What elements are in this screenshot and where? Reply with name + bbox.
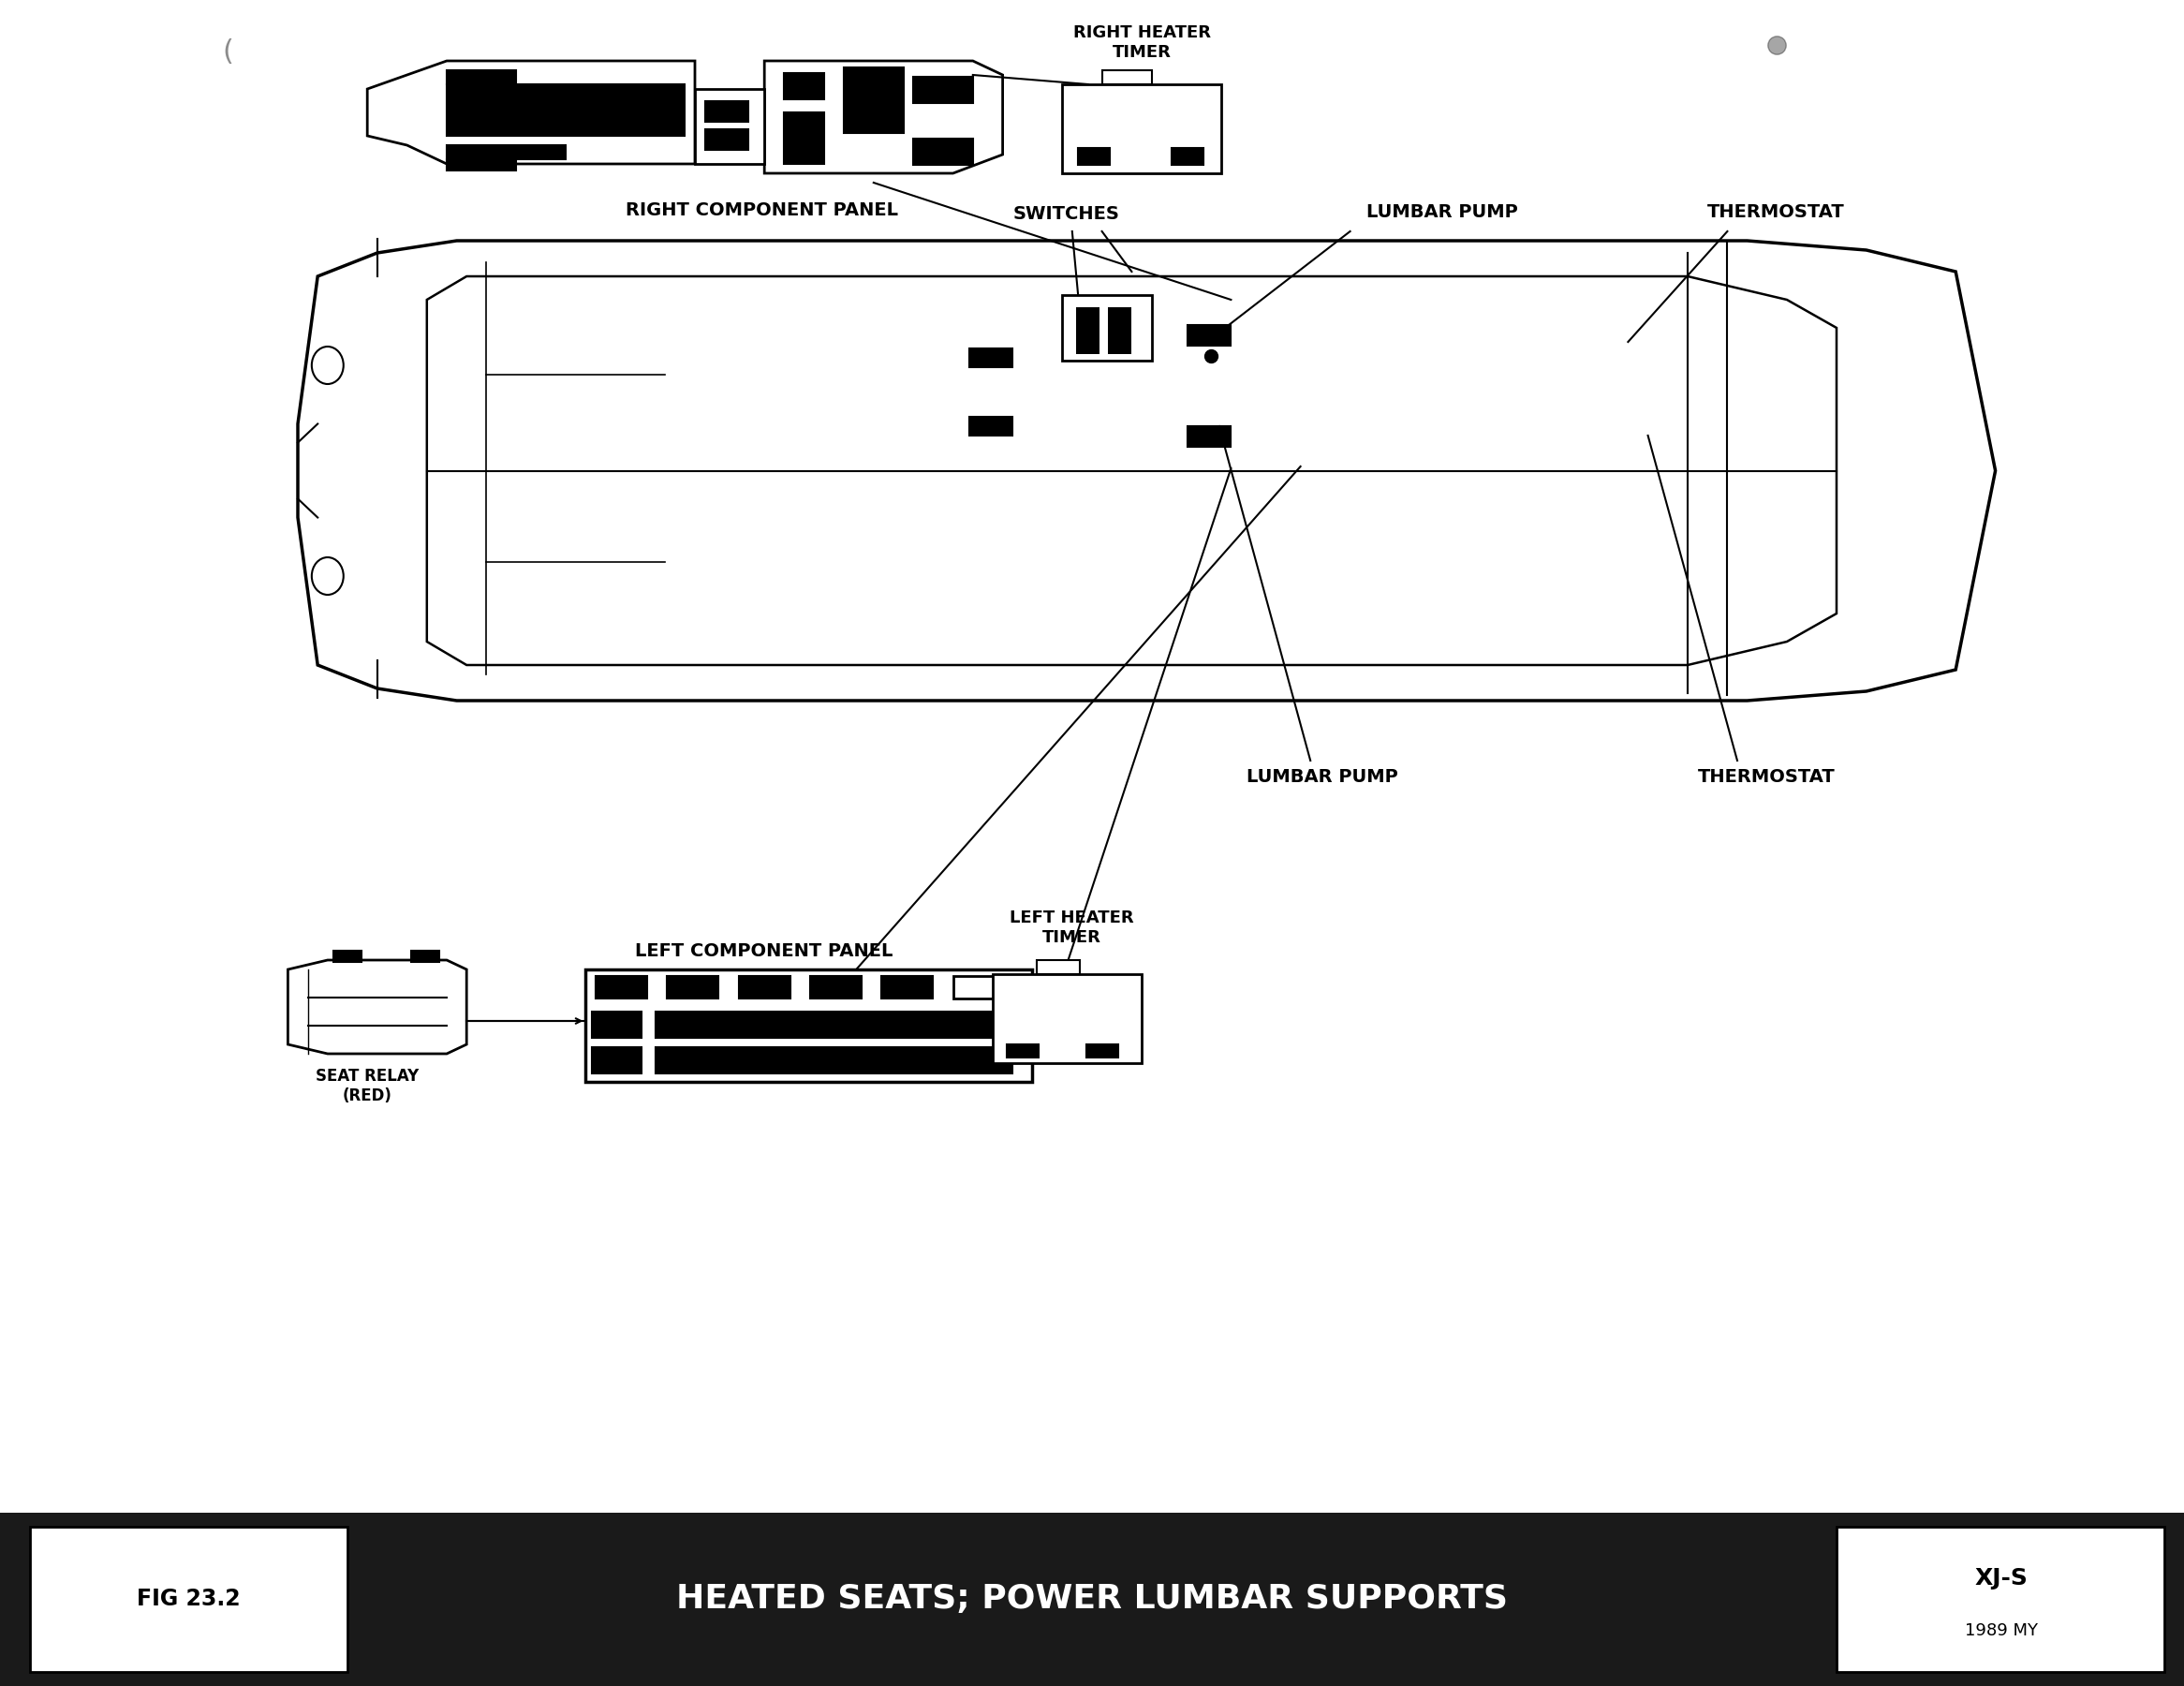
Bar	[592, 1047, 642, 1074]
Text: HEATED SEATS; POWER LUMBAR SUPPORTS: HEATED SEATS; POWER LUMBAR SUPPORTS	[677, 1583, 1507, 1615]
Bar	[448, 158, 515, 170]
Bar	[31, 1528, 347, 1673]
Bar	[1103, 71, 1151, 84]
Bar	[655, 1047, 1013, 1074]
Text: LUMBAR PUMP: LUMBAR PUMP	[1247, 769, 1398, 786]
Bar	[695, 132, 764, 158]
Bar	[596, 976, 646, 998]
Text: 1989 MY: 1989 MY	[1966, 1622, 2038, 1639]
Text: LUMBAR PUMP: LUMBAR PUMP	[1365, 204, 1518, 221]
Bar	[1037, 959, 1081, 975]
Text: XJ-S: XJ-S	[1974, 1568, 2029, 1590]
Bar	[655, 1012, 1013, 1039]
Bar	[411, 951, 439, 963]
Text: LEFT HEATER
TIMER: LEFT HEATER TIMER	[1009, 910, 1133, 946]
Bar	[1171, 148, 1203, 165]
Bar	[810, 976, 863, 998]
Bar	[1079, 148, 1109, 165]
Bar	[1061, 84, 1221, 174]
Bar	[1085, 1044, 1118, 1057]
Bar	[1077, 307, 1101, 354]
Bar	[695, 89, 764, 164]
Bar	[1007, 1044, 1037, 1057]
Bar	[952, 976, 1013, 998]
Bar	[882, 976, 933, 998]
Bar	[1188, 427, 1232, 447]
Bar	[705, 130, 749, 150]
Text: THERMOSTAT: THERMOSTAT	[1708, 204, 1845, 221]
Bar	[666, 976, 719, 998]
Bar	[1061, 295, 1151, 361]
Bar	[784, 113, 823, 164]
Text: (: (	[223, 37, 234, 66]
Polygon shape	[288, 959, 467, 1054]
Bar	[448, 84, 686, 137]
Bar	[585, 969, 1033, 1082]
Bar	[705, 101, 749, 121]
Text: RIGHT COMPONENT PANEL: RIGHT COMPONENT PANEL	[625, 201, 898, 219]
Text: FIG 23.2: FIG 23.2	[138, 1588, 240, 1610]
Bar	[913, 78, 972, 103]
Bar	[448, 145, 566, 158]
Bar	[334, 951, 360, 963]
Bar	[592, 1012, 642, 1039]
Text: SEAT RELAY
(RED): SEAT RELAY (RED)	[317, 1067, 419, 1104]
Polygon shape	[764, 61, 1002, 174]
Bar	[843, 67, 904, 133]
Bar	[994, 975, 1142, 1064]
Bar	[784, 72, 823, 99]
Bar	[913, 138, 972, 165]
Bar	[695, 94, 764, 121]
Bar	[1107, 307, 1131, 354]
Bar	[1188, 325, 1232, 346]
Bar	[448, 71, 515, 84]
Bar	[970, 416, 1013, 435]
Ellipse shape	[312, 347, 343, 384]
Text: LEFT COMPONENT PANEL: LEFT COMPONENT PANEL	[636, 942, 893, 959]
Text: THERMOSTAT: THERMOSTAT	[1697, 769, 1835, 786]
Bar	[738, 976, 791, 998]
Polygon shape	[367, 61, 695, 164]
Bar	[1837, 1528, 2164, 1673]
Ellipse shape	[312, 558, 343, 595]
Text: SWITCHES: SWITCHES	[1013, 206, 1120, 223]
Text: RIGHT HEATER
TIMER: RIGHT HEATER TIMER	[1072, 25, 1210, 61]
Bar	[0, 1512, 2184, 1686]
Bar	[970, 349, 1013, 368]
